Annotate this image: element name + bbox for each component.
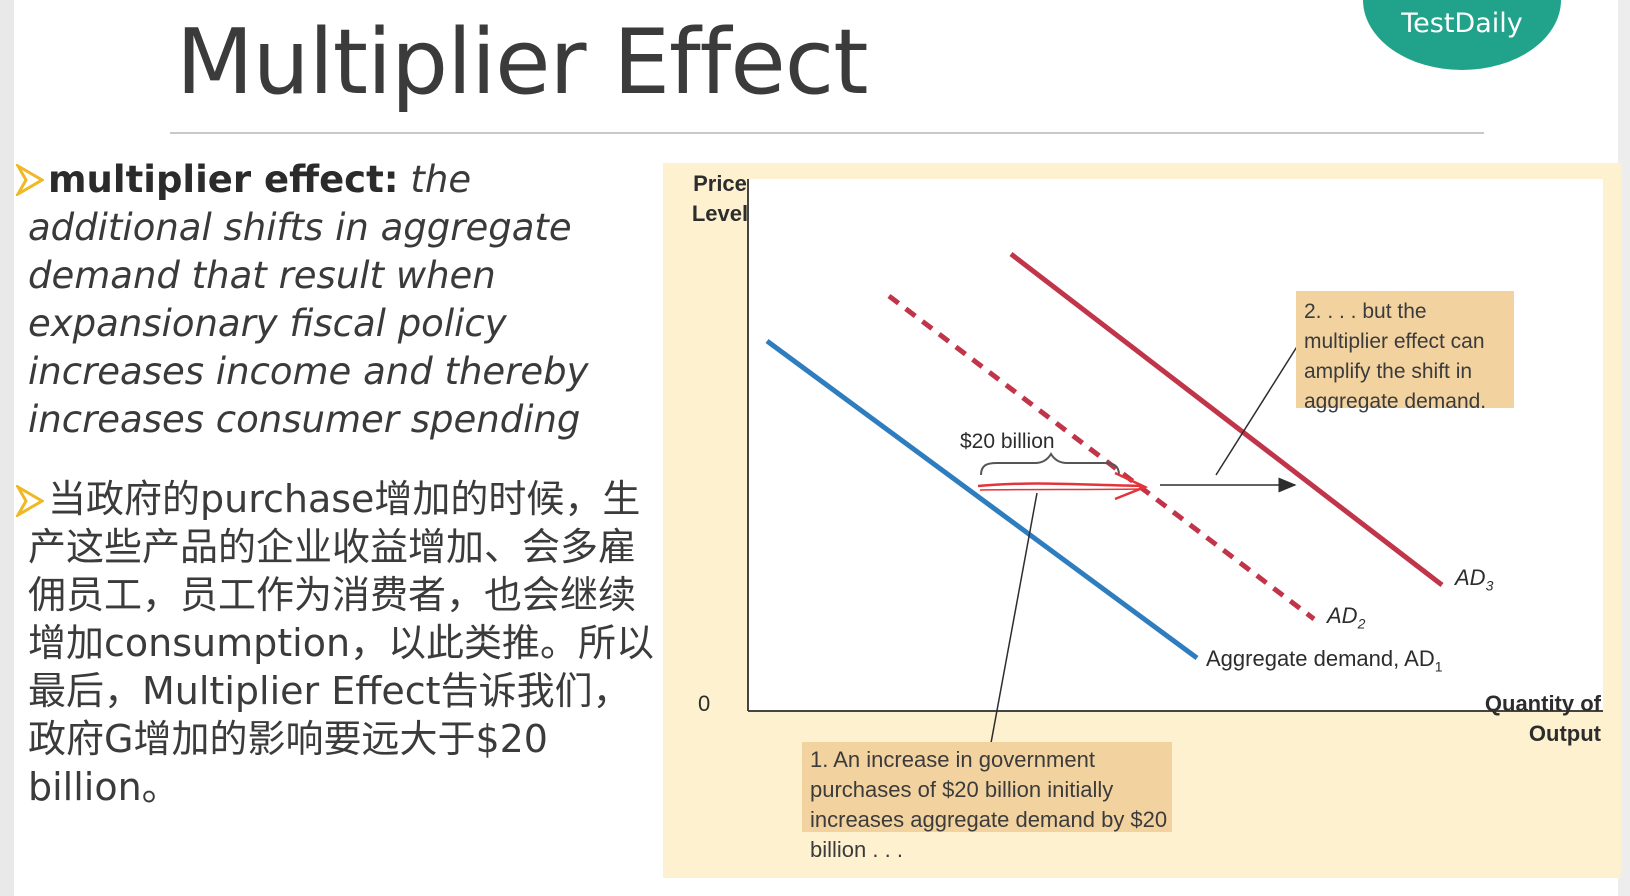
testdaily-logo: TestDaily	[1363, 0, 1561, 70]
bottom-callout-leader	[990, 492, 1038, 744]
logo-text: TestDaily	[1401, 8, 1523, 39]
chinese-explanation: 当政府的purchase增加的时候，生产这些产品的企业收益增加、会多雇佣员工，员…	[28, 477, 655, 809]
ad-chart	[747, 179, 1603, 744]
definition-term: multiplier effect:	[48, 158, 399, 201]
plot-area	[748, 179, 1603, 711]
left-edge	[0, 0, 14, 896]
triangle-arrow-icon	[16, 164, 44, 196]
ad3-label: AD3	[1455, 565, 1494, 594]
y-axis-label: Price Level	[691, 171, 749, 226]
shift-arrowhead	[1114, 471, 1149, 501]
x-axis-label: Quantity of Output	[1484, 691, 1601, 746]
origin-label: 0	[698, 691, 711, 716]
ad1-curve	[765, 338, 1199, 661]
title-divider	[170, 132, 1484, 134]
ad2-label: AD2	[1327, 603, 1366, 632]
ad1-label: Aggregate demand, AD1	[1206, 646, 1443, 675]
shift-arrow	[977, 482, 1144, 488]
ad2-curve	[887, 294, 1316, 621]
definition-text: the additional shifts in aggregate deman…	[28, 158, 589, 441]
right-edge	[1618, 0, 1630, 896]
ad-chart-panel: Price Level 0 Quantity of Output $20 bil…	[663, 163, 1621, 878]
triangle-arrow-icon	[16, 485, 44, 517]
purchases-callout: 1. An increase in government purchases o…	[802, 742, 1172, 862]
ad3-curve	[1009, 252, 1444, 587]
shift-brace	[980, 452, 1120, 476]
slide-title: Multiplier Effect	[176, 10, 868, 115]
top-callout-leader	[1215, 344, 1299, 476]
shift-amount-label: $20 billion	[960, 430, 1055, 453]
multiplier-callout: 2. . . . but the multiplier effect can a…	[1296, 291, 1514, 413]
